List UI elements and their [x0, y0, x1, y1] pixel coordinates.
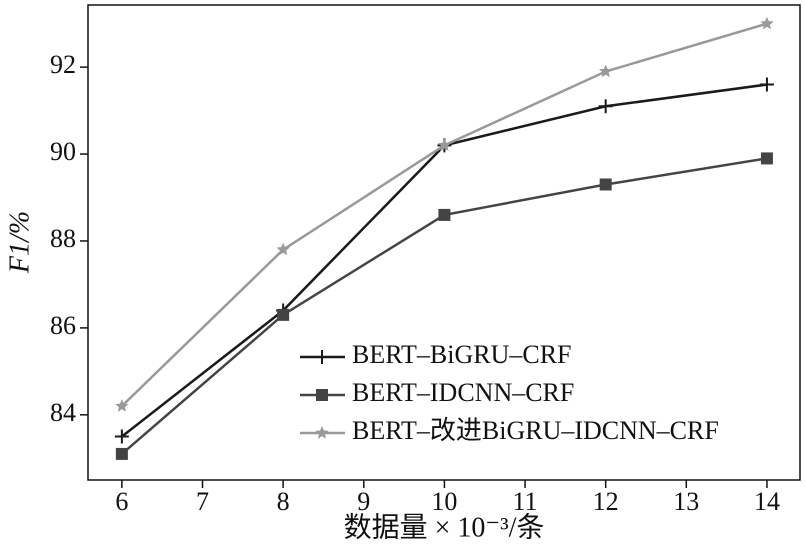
marker [759, 77, 774, 92]
x-axis-title: 数据量 × 10⁻³/条 [344, 511, 545, 543]
marker [315, 426, 329, 439]
y-axis-title: F1/% [4, 211, 35, 274]
y-tick-label: 86 [50, 311, 76, 340]
y-tick-label: 84 [50, 398, 76, 427]
plot-frame [87, 4, 801, 481]
y-tick-label: 88 [50, 224, 76, 253]
marker [598, 99, 613, 114]
marker [276, 242, 290, 256]
x-tick-label: 13 [673, 487, 699, 516]
marker [316, 389, 328, 401]
x-tick-label: 10 [431, 487, 457, 516]
marker [277, 308, 290, 321]
x-tick-label: 6 [115, 487, 128, 516]
marker [114, 429, 129, 444]
marker [438, 208, 451, 221]
x-tick-label: 7 [196, 487, 209, 516]
marker [599, 178, 612, 191]
x-tick-label: 12 [593, 487, 619, 516]
y-tick-label: 90 [50, 137, 76, 166]
x-tick-label: 8 [277, 487, 290, 516]
marker [760, 16, 774, 30]
marker [437, 138, 452, 151]
marker [115, 399, 129, 412]
y-tick-label: 92 [50, 50, 76, 79]
series-line [121, 157, 768, 455]
x-tick-label: 11 [513, 487, 538, 516]
marker [599, 64, 613, 78]
legend-label: BERT–改进BiGRU–IDCNN–CRF [352, 416, 719, 445]
legend-label: BERT–IDCNN–CRF [352, 378, 574, 407]
marker [760, 152, 773, 165]
x-tick-label: 9 [357, 487, 370, 516]
x-tick-label: 14 [754, 487, 780, 516]
marker [115, 447, 128, 460]
legend-label: BERT–BiGRU–CRF [352, 340, 572, 369]
marker [315, 350, 329, 364]
